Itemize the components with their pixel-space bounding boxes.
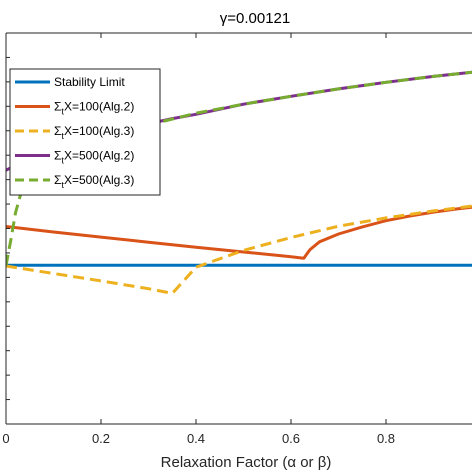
legend-entry-label: Stability Limit	[54, 75, 125, 89]
x-tick-label: 0.8	[377, 431, 395, 446]
legend-entry-label: ΣtX=100(Alg.3)	[54, 124, 134, 141]
legend-entry-label: ΣtX=500(Alg.3)	[54, 173, 134, 190]
legend-entry-label: ΣtX=100(Alg.2)	[54, 100, 134, 117]
ticks-layer: 0 0.2 0.4 0.6 0.8	[2, 32, 395, 446]
x-tick-label: 0	[2, 431, 9, 446]
legend: Stability Limit ΣtX=100(Alg.2) ΣtX=100(Alg…	[9, 68, 161, 196]
x-axis-label: Relaxation Factor (α or β)	[161, 454, 332, 471]
series-line-3	[6, 204, 472, 295]
x-tick-label: 0.2	[92, 431, 110, 446]
chart-title: γ=0.00121	[220, 10, 290, 27]
legend-entry-label: ΣtX=500(Alg.2)	[54, 149, 134, 166]
x-tick-label: 0.4	[187, 431, 205, 446]
x-tick-label: 0.6	[282, 431, 300, 446]
